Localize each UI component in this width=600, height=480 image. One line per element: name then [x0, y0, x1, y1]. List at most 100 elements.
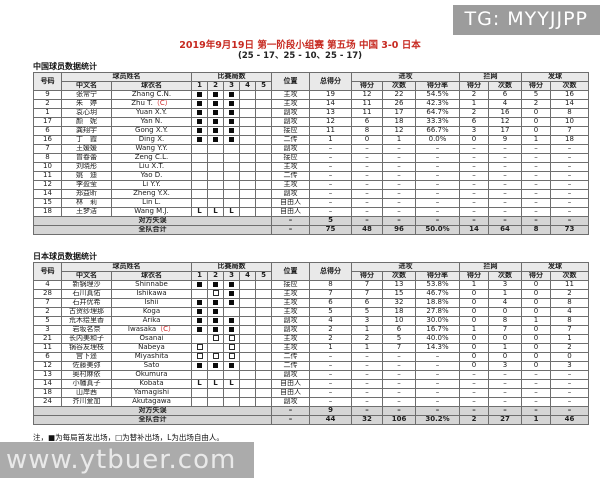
stat-srv_att: 3 [550, 361, 590, 371]
set-cell [254, 189, 273, 199]
starter-square-icon [197, 308, 202, 314]
player-number: 17 [33, 117, 62, 127]
stat-blk_pts: – [459, 144, 490, 154]
stat-srv_pts: 0 [521, 298, 552, 308]
player-jersey-name: Osanai [111, 334, 192, 344]
col-header-attack: 进攻 [351, 72, 461, 82]
col-header-set-2: 2 [207, 81, 224, 91]
col-header-total-points: 总得分 [309, 72, 353, 91]
set-cell [223, 388, 240, 398]
starter-square-icon [229, 91, 234, 97]
player-chinese-name: 郑益昕 [61, 189, 112, 199]
stat-atk_pct: – [415, 406, 461, 416]
stat-pos: 副攻 [271, 325, 311, 335]
substitute-square-icon [212, 290, 219, 297]
substitute-square-icon [196, 344, 203, 351]
stat-atk_pts: – [351, 207, 384, 217]
stat-total: 2 [309, 334, 353, 344]
player-row: 10 刘晓彤 Liu X.T. 主攻 – – – – – – – – [33, 162, 590, 172]
stat-atk_pts: – [351, 397, 384, 407]
set-cell [223, 298, 240, 308]
player-row: 14 郑益昕 Zheng Y.X. 副攻 – – – – – – – – [33, 189, 590, 199]
set-cell [239, 334, 256, 344]
set-cell [191, 352, 208, 362]
player-chinese-name: 丁 霞 [61, 135, 112, 145]
set-cell [254, 180, 273, 190]
player-jersey-name: Akutagawa [111, 397, 192, 407]
stat-blk_att: 4 [488, 99, 523, 109]
set-cell [239, 180, 256, 190]
stat-srv_att: 8 [550, 298, 590, 308]
stat-total: – [309, 180, 353, 190]
set-cell [223, 171, 240, 181]
stat-blk_pts: 6 [459, 117, 490, 127]
stat-srv_att: 10 [550, 117, 590, 127]
stat-blk_pts: 0 [459, 352, 490, 362]
set-cell [191, 171, 208, 181]
stat-blk_att: 7 [488, 325, 523, 335]
starter-square-icon [213, 308, 218, 314]
stat-atk_att: 106 [382, 415, 417, 425]
stat-atk_pts: – [351, 162, 384, 172]
player-row: 15 林 莉 Lin L. 自由人 – – – – – – – – [33, 198, 590, 208]
stat-srv_pts: 0 [521, 280, 552, 290]
stat-total: 11 [309, 126, 353, 136]
player-jersey-name: Liu X.T. [111, 162, 192, 172]
starter-square-icon [229, 326, 234, 332]
stat-blk_att: – [488, 216, 523, 226]
stat-atk_pts: 12 [351, 90, 384, 100]
player-row: 24 芥川爱加 Akutagawa 副攻 – – – – – – – – [33, 397, 590, 407]
stat-srv_att: – [550, 162, 590, 172]
player-number: 14 [33, 189, 62, 199]
stat-total: 13 [309, 108, 353, 118]
player-chinese-name: 姚 迪 [61, 171, 112, 181]
set-cell [223, 189, 240, 199]
stat-atk_att: – [382, 171, 417, 181]
china-table-header: 号码 球员姓名 比赛局数 位置 总得分 进攻 拦网 发球 中文名 球衣名 1 2… [33, 72, 590, 91]
set-cell [191, 162, 208, 172]
substitute-square-icon [212, 353, 219, 360]
stat-atk_att: – [382, 352, 417, 362]
player-jersey-name: Koga [111, 307, 192, 317]
player-jersey-name: Zhang C.N. [111, 90, 192, 100]
set-cell [207, 144, 224, 154]
stat-blk_pts: – [459, 388, 490, 398]
stat-atk_pct: – [415, 198, 461, 208]
player-row: 3 岩坂名奈 Iwasaka（C） 副攻 2 1 6 16.7% 1 7 0 7 [33, 325, 590, 335]
player-chinese-name: 王梦洁 [61, 207, 112, 217]
stat-pos: 自由人 [271, 198, 311, 208]
stat-total: – [309, 144, 353, 154]
stat-atk_pct: – [415, 207, 461, 217]
starter-square-icon [197, 326, 202, 332]
set-cell [191, 153, 208, 163]
player-chinese-name: 石井优希 [61, 298, 112, 308]
stat-atk_att: – [382, 361, 417, 371]
stat-atk_pct: – [415, 361, 461, 371]
set-cell [254, 325, 273, 335]
stat-pos: 主攻 [271, 90, 311, 100]
player-chinese-name: 山岸茜 [61, 388, 112, 398]
set-cell [254, 117, 273, 127]
set-cell [191, 361, 208, 371]
player-number: 5 [33, 316, 62, 326]
stat-srv_pts: – [521, 388, 552, 398]
stat-srv_att: – [550, 370, 590, 380]
set-cell [191, 117, 208, 127]
stat-blk_pts: – [459, 207, 490, 217]
set-scores: (25 - 17、25 - 10、25 - 17) [237, 51, 363, 61]
opponent-errors-row-label: 对方失误 [32, 216, 273, 226]
stat-atk_pts: – [351, 153, 384, 163]
stat-atk_pts: – [351, 379, 384, 389]
stat-blk_pts: 1 [459, 325, 490, 335]
set-cell [207, 388, 224, 398]
set-cell [207, 126, 224, 136]
player-row: 18 王梦洁 Wang M.J. L L L 自由人 – – – – – – – – [33, 207, 590, 217]
stat-total: – [309, 370, 353, 380]
col-header-attack-points: 得分 [351, 271, 384, 281]
player-chinese-name: 长内美和子 [61, 334, 112, 344]
starter-square-icon [197, 281, 202, 287]
stat-srv_pts: – [521, 406, 552, 416]
stat-atk_att: 18 [382, 307, 417, 317]
starter-square-icon [213, 362, 218, 368]
